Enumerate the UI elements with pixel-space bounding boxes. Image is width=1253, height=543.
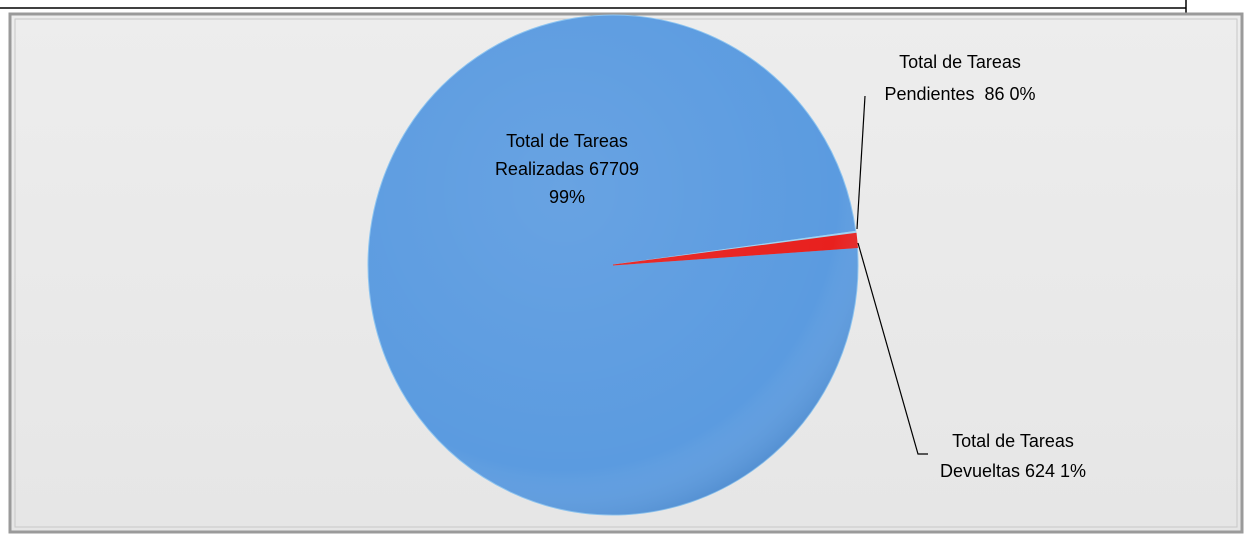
data-label: Devueltas 624 1% xyxy=(940,461,1086,481)
data-label: Total de Tareas xyxy=(952,431,1074,451)
data-label: Total de Tareas xyxy=(506,131,628,151)
data-label: 99% xyxy=(549,187,585,207)
data-label: Realizadas 67709 xyxy=(495,159,639,179)
leader-line xyxy=(856,95,866,230)
data-label: Total de Tareas xyxy=(899,52,1021,72)
data-label: Pendientes 86 0% xyxy=(884,84,1035,104)
leader-line xyxy=(857,242,928,455)
